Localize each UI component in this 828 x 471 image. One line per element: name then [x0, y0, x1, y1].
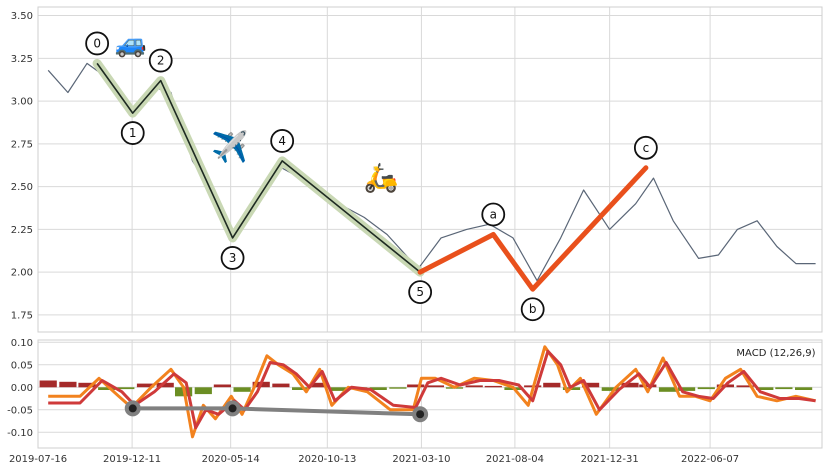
price-y-tick-label: 2.00 [11, 268, 33, 279]
macd-histogram-bar [736, 385, 754, 388]
impulse-wave-line [96, 62, 421, 273]
macd-panel-frame [37, 339, 823, 449]
macd-histogram-bar [194, 387, 212, 395]
wave-label: 2 [157, 54, 165, 68]
macd-histogram-bar [389, 387, 407, 389]
wave-label-circle [520, 297, 545, 322]
wave-label-circle [85, 31, 110, 56]
x-tick-label: 2021-12-31 [581, 454, 639, 465]
macd-histogram-bar [136, 383, 155, 388]
wave-label-circle [120, 121, 145, 145]
macd-histogram-bar [621, 382, 639, 388]
price-panel-frame [37, 6, 823, 333]
macd-histogram-bar [98, 387, 116, 390]
x-tick-label: 2020-10-13 [298, 454, 356, 465]
macd-histogram-bar [775, 387, 793, 390]
wave-label-circle [633, 135, 658, 160]
macd-histogram-bar [678, 387, 696, 391]
macd-histogram-bar [697, 387, 715, 390]
price-y-tick-label: 2.75 [11, 139, 33, 150]
macd-y-tick-label: -0.10 [7, 428, 33, 439]
wave-label: b [529, 302, 537, 316]
macd-y-tick-label: 0.10 [11, 338, 33, 349]
x-tick-label: 2019-07-16 [9, 454, 67, 465]
wave-label: 0 [93, 36, 101, 50]
elliott-wave-overlay: 0 1 2 3 4 5 a b c [85, 31, 658, 322]
price-y-tick-label: 3.50 [11, 11, 33, 22]
macd-histogram-bar [156, 382, 174, 388]
wave-label: c [643, 141, 650, 155]
macd-histogram-bar [292, 387, 310, 390]
macd-histogram-bar [233, 387, 251, 392]
wave-label: 1 [129, 126, 137, 140]
macd-histogram-bar [484, 385, 502, 388]
x-tick-label: 2020-05-14 [202, 454, 260, 465]
wave-label: a [490, 208, 497, 222]
macd-histogram-bar [795, 387, 813, 390]
macd-histogram-bar [658, 387, 677, 392]
airplane-emoji-icon: ✈️ [211, 128, 248, 165]
wave-label-circle [408, 280, 433, 305]
macd-y-tick-label: 0.05 [11, 360, 33, 371]
macd-histogram-bar [39, 380, 57, 388]
x-tick-label: 2022-06-07 [681, 454, 739, 465]
wave-label-circle [481, 202, 506, 227]
macd-histogram-bar [543, 382, 561, 388]
price-y-tick-label: 2.25 [11, 225, 33, 236]
x-tick-label: 2019-12-11 [103, 454, 161, 465]
macd-y-tick-label: -0.05 [7, 405, 33, 416]
macd-histogram-bar [213, 384, 231, 388]
macd-histogram-bar [465, 385, 483, 388]
macd-histogram-bar [582, 382, 600, 388]
x-tick-label: 2021-08-04 [486, 454, 544, 465]
macd-histogram-bar [117, 387, 135, 390]
divergence-point [412, 406, 429, 423]
macd-histogram-bar [407, 384, 425, 388]
macd-histogram-bar [369, 387, 387, 390]
price-y-tick-label: 2.50 [11, 182, 33, 193]
macd-line [48, 345, 816, 439]
wave-label-circle [220, 246, 245, 270]
car-emoji-icon: 🚙 [115, 29, 147, 59]
wave-label: 3 [229, 251, 237, 265]
macd-legend: MACD (12,26,9) [736, 348, 815, 359]
macd-series [39, 345, 816, 439]
price-grid [37, 7, 822, 332]
x-tick-label: 2021-03-10 [392, 454, 450, 465]
wave-label: 4 [278, 134, 286, 148]
macd-histogram-bar [78, 382, 96, 388]
macd-histogram-bar [601, 387, 619, 391]
macd-y-tick-label: 0.00 [11, 383, 33, 394]
wave-label-circle [148, 48, 173, 73]
macd-histogram-bar [756, 387, 774, 390]
macd-histogram-bar [426, 385, 444, 388]
wave-label: 5 [416, 285, 424, 299]
divergence-point [124, 400, 141, 417]
signal-line [48, 349, 816, 430]
macd-histogram-bar [330, 387, 348, 391]
scooter-emoji-icon: 🛵 [364, 161, 399, 194]
price-y-tick-label: 3.00 [11, 97, 33, 108]
macd-histogram-bar [272, 383, 290, 388]
price-y-tick-label: 1.75 [11, 310, 33, 321]
corrective-wave-line [417, 165, 649, 292]
wave-label-circle [270, 129, 295, 153]
divergence-point [224, 400, 241, 417]
macd-histogram-bar [59, 381, 77, 388]
macd-histogram-bar [311, 382, 329, 388]
price-y-tick-label: 3.25 [11, 54, 33, 65]
axis-ticks: 2019-07-16 2019-12-11 2020-05-14 2020-10-13… [7, 11, 739, 465]
